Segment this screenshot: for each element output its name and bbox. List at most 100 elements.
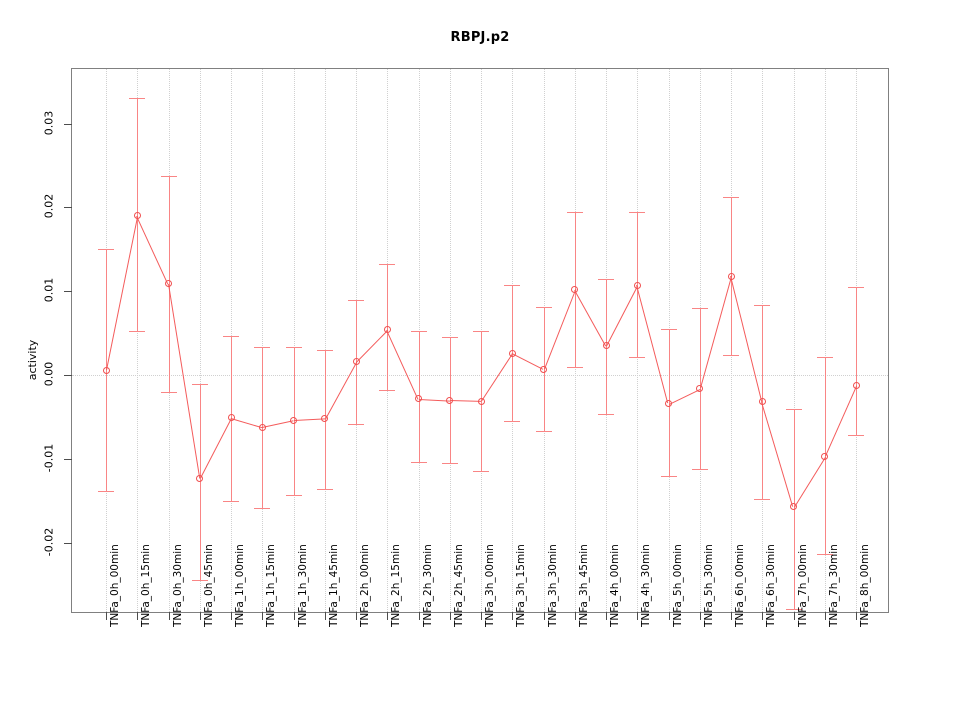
error-bar-cap-upper [473, 331, 489, 333]
data-point[interactable] [477, 397, 485, 405]
line-segment [606, 285, 639, 347]
x-axis-tick-label: TNFa_5h_00min [671, 544, 684, 627]
line-segment [793, 456, 826, 508]
y-axis-tick-label: 0.00 [37, 362, 62, 387]
x-axis-tick-label: TNFa_7h_00min [796, 544, 809, 627]
y-axis-tick-label: 0.01 [37, 278, 62, 303]
plot-inner [72, 69, 888, 612]
x-axis-tick [356, 612, 357, 620]
grid-line-vertical [824, 69, 826, 612]
x-axis-tick [824, 612, 826, 620]
grid-line-vertical [293, 69, 295, 612]
x-axis-tick-label: TNFa_3h_15min [515, 544, 528, 627]
error-bar-cap-upper [660, 328, 677, 330]
line-segment [699, 276, 732, 389]
line-segment [730, 276, 763, 403]
data-point[interactable] [790, 503, 797, 511]
data-point[interactable] [633, 281, 641, 289]
x-axis-tick-label: TNFa_1h_45min [327, 544, 340, 627]
error-bar-cap-lower [379, 390, 396, 392]
data-point[interactable] [227, 414, 235, 422]
x-axis-tick-label: TNFa_4h_30min [640, 544, 653, 627]
line-segment [106, 215, 139, 371]
error-bar-cap-upper [535, 307, 552, 309]
data-point[interactable] [352, 358, 360, 366]
x-axis-tick [231, 612, 232, 620]
line-segment [293, 418, 325, 422]
data-point[interactable] [165, 280, 172, 288]
x-axis-tick-label: TNFa_1h_00min [234, 544, 246, 627]
data-point[interactable] [102, 366, 110, 374]
y-axis-tick-label: -0.01 [35, 444, 63, 472]
line-segment [324, 361, 357, 420]
line-segment [262, 420, 294, 428]
data-point[interactable] [758, 398, 766, 406]
data-point[interactable] [321, 415, 329, 423]
error-bar-cap-upper [191, 384, 208, 386]
error-bar-cap-upper [160, 176, 177, 178]
error-bar-cap-upper [629, 212, 646, 214]
data-point[interactable] [196, 474, 204, 482]
error-bar-cap-lower [160, 391, 177, 393]
data-point[interactable] [852, 382, 860, 390]
data-point[interactable] [258, 423, 266, 431]
x-axis-tick-label: TNFa_1h_30min [296, 544, 309, 627]
y-axis-tick [64, 458, 72, 460]
y-axis-tick [64, 375, 72, 377]
data-point[interactable] [821, 452, 829, 460]
line-segment [511, 353, 544, 371]
error-bar-cap-lower [848, 435, 864, 437]
x-axis-tick-label: TNFa_3h_45min [577, 544, 590, 627]
grid-line-zero [72, 375, 888, 377]
error-bar-cap-upper [98, 249, 114, 251]
x-axis-tick [168, 612, 170, 620]
data-point[interactable] [727, 272, 735, 280]
data-point[interactable] [133, 212, 141, 220]
error-bar-cap-lower [754, 499, 771, 501]
data-point[interactable] [540, 365, 547, 373]
line-segment [418, 398, 450, 402]
data-point[interactable] [696, 384, 704, 392]
x-axis-tick-label: TNFa_2h_45min [452, 544, 465, 627]
y-axis-tick [64, 207, 72, 209]
x-axis-tick-label: TNFa_7h_30min [827, 544, 840, 627]
x-axis-tick [481, 612, 482, 620]
y-axis-tick [64, 542, 72, 544]
x-axis-tick-label: TNFa_3h_00min [484, 544, 496, 627]
grid-line-vertical [324, 69, 326, 612]
data-point[interactable] [415, 395, 422, 402]
error-bar-cap-lower [691, 468, 708, 470]
data-point[interactable] [665, 400, 672, 408]
x-axis-tick-label: TNFa_5h_30min [702, 544, 715, 627]
data-point[interactable] [508, 349, 516, 357]
error-bar [856, 287, 857, 436]
data-point[interactable] [602, 342, 610, 350]
error-bar-cap-lower [785, 608, 802, 610]
data-point[interactable] [290, 416, 297, 424]
x-axis-tick-label: TNFa_6h_00min [734, 544, 746, 627]
x-axis-tick-label: TNFa_0h_15min [140, 544, 153, 627]
x-axis-tick [324, 612, 326, 620]
x-axis-tick [793, 612, 795, 620]
x-axis-tick-label: TNFa_0h_30min [171, 544, 184, 627]
error-bar-cap-upper [441, 337, 458, 339]
error-bar-cap-lower [629, 356, 646, 358]
y-axis-tick-label-text: -0.01 [42, 443, 56, 473]
y-axis-tick-label: 0.02 [37, 194, 62, 219]
error-bar-cap-lower [223, 500, 239, 502]
x-axis-tick [106, 612, 107, 620]
line-segment [824, 385, 857, 457]
data-point[interactable] [446, 396, 454, 404]
data-point[interactable] [383, 326, 391, 334]
error-bar-cap-lower [410, 462, 427, 464]
y-axis-tick-label-text: 0.00 [42, 361, 56, 387]
error-bar-cap-lower [598, 413, 614, 415]
error-bar-cap-upper [504, 285, 521, 287]
plot-area [64, 68, 889, 620]
error-bar-cap-lower [191, 579, 208, 581]
x-axis-tick-label: TNFa_3h_30min [546, 544, 559, 627]
x-axis-tick-label: TNFa_6h_30min [765, 544, 778, 627]
x-axis-tick [262, 612, 264, 620]
error-bar-cap-upper [316, 349, 333, 351]
data-point[interactable] [571, 286, 579, 293]
